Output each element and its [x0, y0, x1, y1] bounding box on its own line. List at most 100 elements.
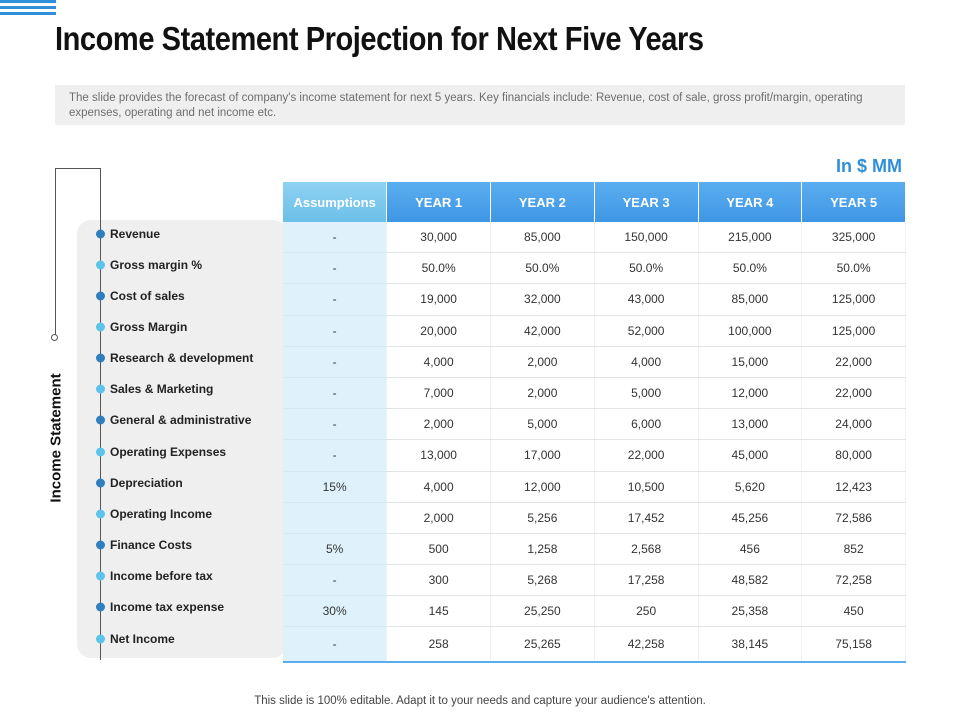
year-4-cell: 25,358: [698, 595, 803, 628]
year-4-cell: 100,000: [698, 315, 803, 347]
year-1-cell: 145: [386, 595, 491, 628]
year-5-cell: 22,000: [801, 377, 906, 410]
row-label: Income before tax: [110, 569, 213, 583]
row-label: Net Income: [110, 632, 175, 646]
year-4-cell: 85,000: [698, 283, 803, 316]
table-row: -258 25,265 42,258 38,145 75,158: [283, 626, 906, 664]
table-row: -19,000 32,000 43,000 85,000 125,000: [283, 283, 906, 316]
year-1-cell: 258: [386, 626, 491, 664]
year-1-cell: 2,000: [386, 408, 491, 441]
year-4-cell: 50.0%: [698, 252, 803, 285]
year-2-cell: 5,000: [490, 408, 595, 441]
table-row: -2,000 5,000 6,000 13,000 24,000: [283, 408, 906, 441]
row-bullet-icon: [96, 415, 105, 425]
assumption-cell: -: [283, 564, 388, 597]
row-label: Gross Margin: [110, 320, 188, 334]
table-row: -50.0% 50.0% 50.0% 50.0% 50.0%: [283, 252, 906, 285]
row-bullet-icon: [96, 509, 105, 519]
year-4-cell: 45,256: [698, 502, 803, 534]
year-1-cell: 2,000: [386, 502, 491, 534]
row-bullet-icon: [96, 540, 105, 550]
year-2-cell: 5,256: [490, 502, 595, 534]
year-2-cell: 17,000: [490, 439, 595, 472]
year-1-cell: 30,000: [386, 222, 491, 254]
year-2-cell: 2,000: [490, 377, 595, 410]
year-4-cell: 456: [698, 533, 803, 566]
year-1-cell: 19,000: [386, 283, 491, 316]
year-3-cell: 17,452: [594, 502, 699, 534]
assumption-cell: -: [283, 408, 388, 441]
corner-decoration: [0, 0, 56, 18]
year-2-cell: 42,000: [490, 315, 595, 347]
header-assumptions: Assumptions: [283, 182, 388, 222]
year-5-cell: 12,423: [801, 471, 906, 503]
year-2-cell: 32,000: [490, 283, 595, 316]
year-4-cell: 15,000: [698, 346, 803, 378]
year-5-cell: 80,000: [801, 439, 906, 472]
row-label: Sales & Marketing: [110, 382, 214, 396]
year-5-cell: 72,258: [801, 564, 906, 597]
year-2-cell: 85,000: [490, 222, 595, 254]
row-bullet-icon: [96, 322, 105, 332]
table-row: -4,000 2,000 4,000 15,000 22,000: [283, 346, 906, 378]
year-3-cell: 17,258: [594, 564, 699, 597]
row-label: Finance Costs: [110, 538, 193, 552]
assumption-cell: -: [283, 346, 388, 378]
year-5-cell: 325,000: [801, 222, 906, 254]
year-2-cell: 12,000: [490, 471, 595, 503]
bracket-line: [55, 168, 100, 169]
year-4-cell: 38,145: [698, 626, 803, 664]
header-year-5: YEAR 5: [801, 182, 906, 222]
year-5-cell: 50.0%: [801, 252, 906, 285]
table-header-row: Assumptions YEAR 1 YEAR 2 YEAR 3 YEAR 4 …: [283, 182, 906, 222]
row-bullet-icon: [96, 229, 105, 239]
table-row: 5% 500 1,258 2,568 456 852: [283, 533, 906, 566]
year-5-cell: 72,586: [801, 502, 906, 534]
table-row: -13,000 17,000 22,000 45,000 80,000: [283, 439, 906, 472]
year-3-cell: 2,568: [594, 533, 699, 566]
year-4-cell: 48,582: [698, 564, 803, 597]
side-label: Income Statement: [47, 373, 65, 503]
assumption-cell: -: [283, 439, 388, 472]
year-3-cell: 150,000: [594, 222, 699, 254]
row-bullet-icon: [96, 447, 105, 457]
row-label: Gross margin %: [110, 258, 203, 272]
year-3-cell: 4,000: [594, 346, 699, 378]
year-3-cell: 22,000: [594, 439, 699, 472]
year-3-cell: 42,258: [594, 626, 699, 664]
assumption-cell: 15%: [283, 471, 388, 503]
row-label: Income tax expense: [110, 600, 225, 614]
year-3-cell: 10,500: [594, 471, 699, 503]
year-1-cell: 300: [386, 564, 491, 597]
year-5-cell: 450: [801, 595, 906, 628]
table-row: -7,000 2,000 5,000 12,000 22,000: [283, 377, 906, 410]
year-2-cell: 25,265: [490, 626, 595, 664]
row-label: Research & development: [110, 351, 254, 365]
assumption-cell: -: [283, 377, 388, 410]
assumption-cell: -: [283, 315, 388, 347]
year-3-cell: 6,000: [594, 408, 699, 441]
row-bullet-icon: [96, 478, 105, 488]
bracket-line: [55, 168, 56, 336]
year-4-cell: 5,620: [698, 471, 803, 503]
row-label: Operating Income: [110, 507, 213, 521]
header-year-2: YEAR 2: [490, 182, 595, 222]
year-4-cell: 45,000: [698, 439, 803, 472]
table-row: 30% 145 25,250 250 25,358 450: [283, 595, 906, 628]
row-label: Revenue: [110, 227, 161, 241]
year-1-cell: 4,000: [386, 471, 491, 503]
assumption-cell: -: [283, 222, 388, 254]
row-bullet-icon: [96, 291, 105, 301]
year-2-cell: 50.0%: [490, 252, 595, 285]
table-row: -20,000 42,000 52,000 100,000 125,000: [283, 315, 906, 347]
year-5-cell: 75,158: [801, 626, 906, 664]
header-year-1: YEAR 1: [386, 182, 491, 222]
row-bullet-icon: [96, 353, 105, 363]
year-3-cell: 5,000: [594, 377, 699, 410]
table-row: -300 5,268 17,258 48,582 72,258: [283, 564, 906, 597]
row-bullet-icon: [96, 260, 105, 270]
year-2-cell: 25,250: [490, 595, 595, 628]
year-5-cell: 22,000: [801, 346, 906, 378]
page-title: Income Statement Projection for Next Fiv…: [55, 20, 704, 57]
footer-note: This slide is 100% editable. Adapt it to…: [254, 695, 706, 707]
